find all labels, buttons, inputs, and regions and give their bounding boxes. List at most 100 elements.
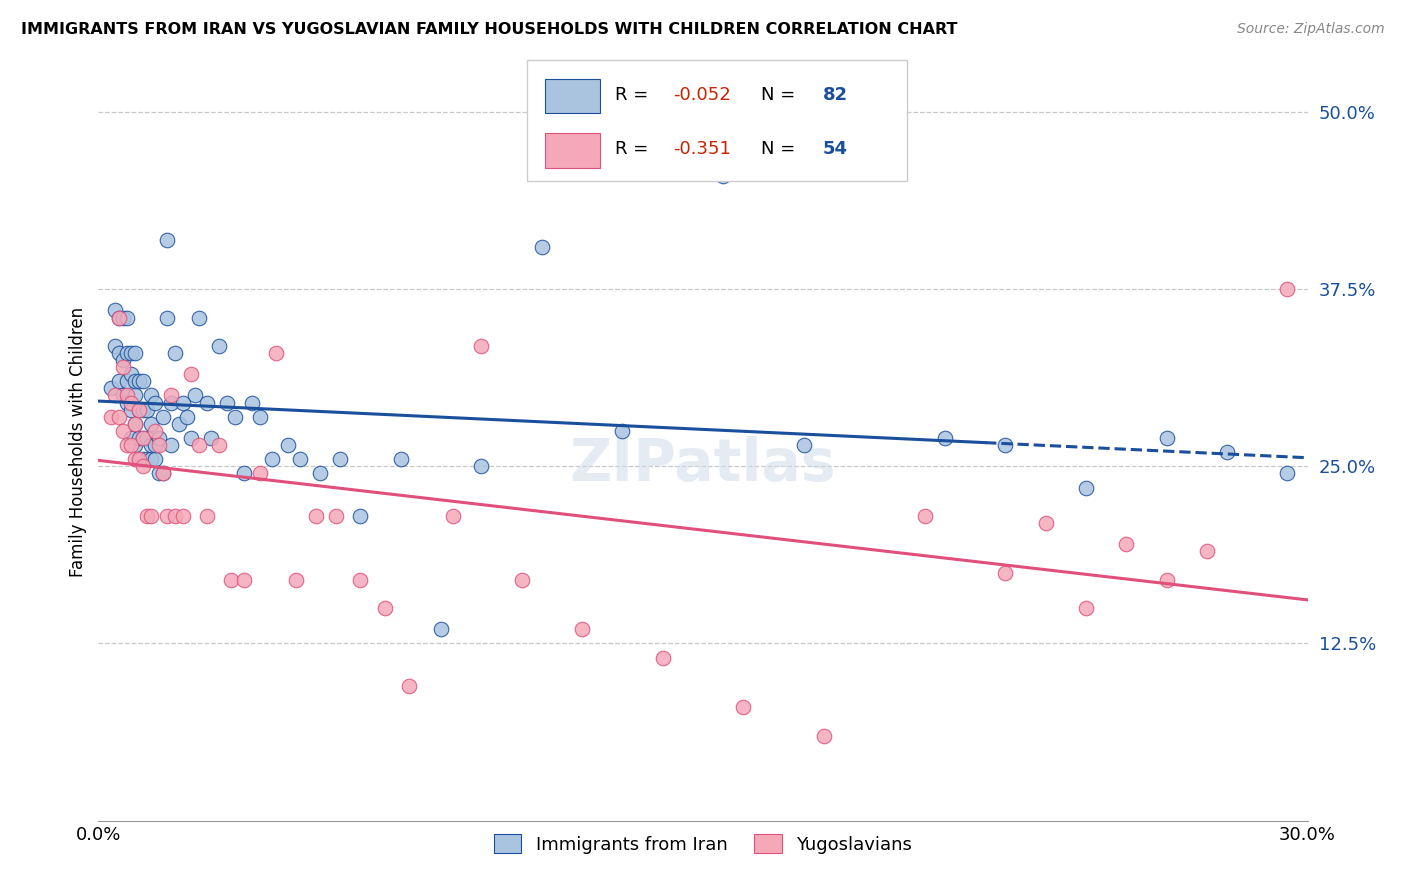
Point (195, 508, 218, 523)
Point (711, 169, 734, 183)
Point (224, 409, 246, 424)
Point (111, 360, 134, 375)
Text: Source: ZipAtlas.com: Source: ZipAtlas.com (1237, 22, 1385, 37)
Point (260, 452, 283, 467)
Text: ZIPatlas: ZIPatlas (569, 436, 837, 492)
Point (120, 395, 142, 409)
Text: 54: 54 (823, 140, 848, 159)
Point (128, 452, 150, 467)
Point (163, 346, 186, 360)
Point (115, 346, 138, 360)
Point (128, 452, 150, 467)
Point (124, 388, 146, 402)
Point (143, 438, 166, 452)
Point (994, 566, 1017, 580)
Point (200, 431, 222, 445)
Point (124, 438, 146, 452)
Text: N =: N = (761, 86, 801, 103)
Point (152, 467, 174, 481)
Point (188, 310, 211, 325)
Point (530, 240, 553, 254)
Point (160, 438, 183, 452)
Point (139, 508, 162, 523)
Point (264, 346, 287, 360)
Point (135, 402, 157, 417)
Point (139, 438, 162, 452)
Point (100, 381, 122, 395)
Point (1035, 516, 1057, 530)
Point (107, 310, 129, 325)
Point (120, 368, 142, 382)
Point (160, 395, 183, 409)
Point (349, 573, 371, 587)
Point (389, 452, 412, 467)
Point (139, 388, 162, 402)
Point (120, 402, 142, 417)
Point (249, 409, 271, 424)
Point (135, 508, 157, 523)
Point (1216, 445, 1239, 459)
Point (128, 402, 150, 417)
Point (111, 424, 134, 438)
Point (143, 452, 166, 467)
Point (176, 409, 198, 424)
Point (1277, 282, 1299, 296)
Point (1156, 573, 1178, 587)
Point (305, 508, 328, 523)
Point (100, 409, 122, 424)
Point (167, 417, 190, 431)
Point (156, 233, 179, 247)
Text: -0.052: -0.052 (673, 86, 731, 103)
Point (398, 679, 420, 693)
FancyBboxPatch shape (527, 60, 907, 181)
Point (120, 431, 142, 445)
Point (111, 388, 134, 402)
Text: IMMIGRANTS FROM IRAN VS YUGOSLAVIAN FAMILY HOUSEHOLDS WITH CHILDREN CORRELATION : IMMIGRANTS FROM IRAN VS YUGOSLAVIAN FAMI… (21, 22, 957, 37)
Point (612, 424, 634, 438)
Point (1277, 467, 1299, 481)
Point (325, 508, 347, 523)
Point (139, 452, 162, 467)
Text: -0.351: -0.351 (673, 140, 731, 159)
Point (107, 374, 129, 388)
Point (115, 388, 138, 402)
Text: N =: N = (761, 140, 801, 159)
Point (128, 431, 150, 445)
Point (132, 374, 155, 388)
Point (180, 431, 202, 445)
Point (309, 467, 332, 481)
Point (152, 409, 174, 424)
Point (115, 438, 138, 452)
Point (374, 601, 396, 615)
Point (188, 438, 211, 452)
Point (430, 623, 453, 637)
Point (349, 508, 371, 523)
Point (217, 395, 239, 409)
Point (284, 573, 307, 587)
Point (132, 431, 155, 445)
Point (132, 431, 155, 445)
Point (733, 700, 755, 714)
Point (135, 431, 157, 445)
Text: 82: 82 (823, 86, 848, 103)
Point (148, 431, 170, 445)
Point (156, 310, 179, 325)
Point (143, 424, 166, 438)
Point (132, 459, 155, 474)
Point (232, 573, 254, 587)
Point (571, 623, 593, 637)
Point (1115, 537, 1137, 551)
Point (124, 417, 146, 431)
Point (132, 402, 155, 417)
Point (277, 438, 299, 452)
Point (470, 459, 492, 474)
Point (128, 402, 150, 417)
Point (994, 438, 1017, 452)
Point (115, 310, 138, 325)
FancyBboxPatch shape (546, 133, 600, 168)
Point (1074, 481, 1097, 495)
Point (107, 310, 129, 325)
Point (470, 339, 492, 353)
Point (160, 388, 183, 402)
Legend: Immigrants from Iran, Yugoslavians: Immigrants from Iran, Yugoslavians (486, 827, 920, 861)
